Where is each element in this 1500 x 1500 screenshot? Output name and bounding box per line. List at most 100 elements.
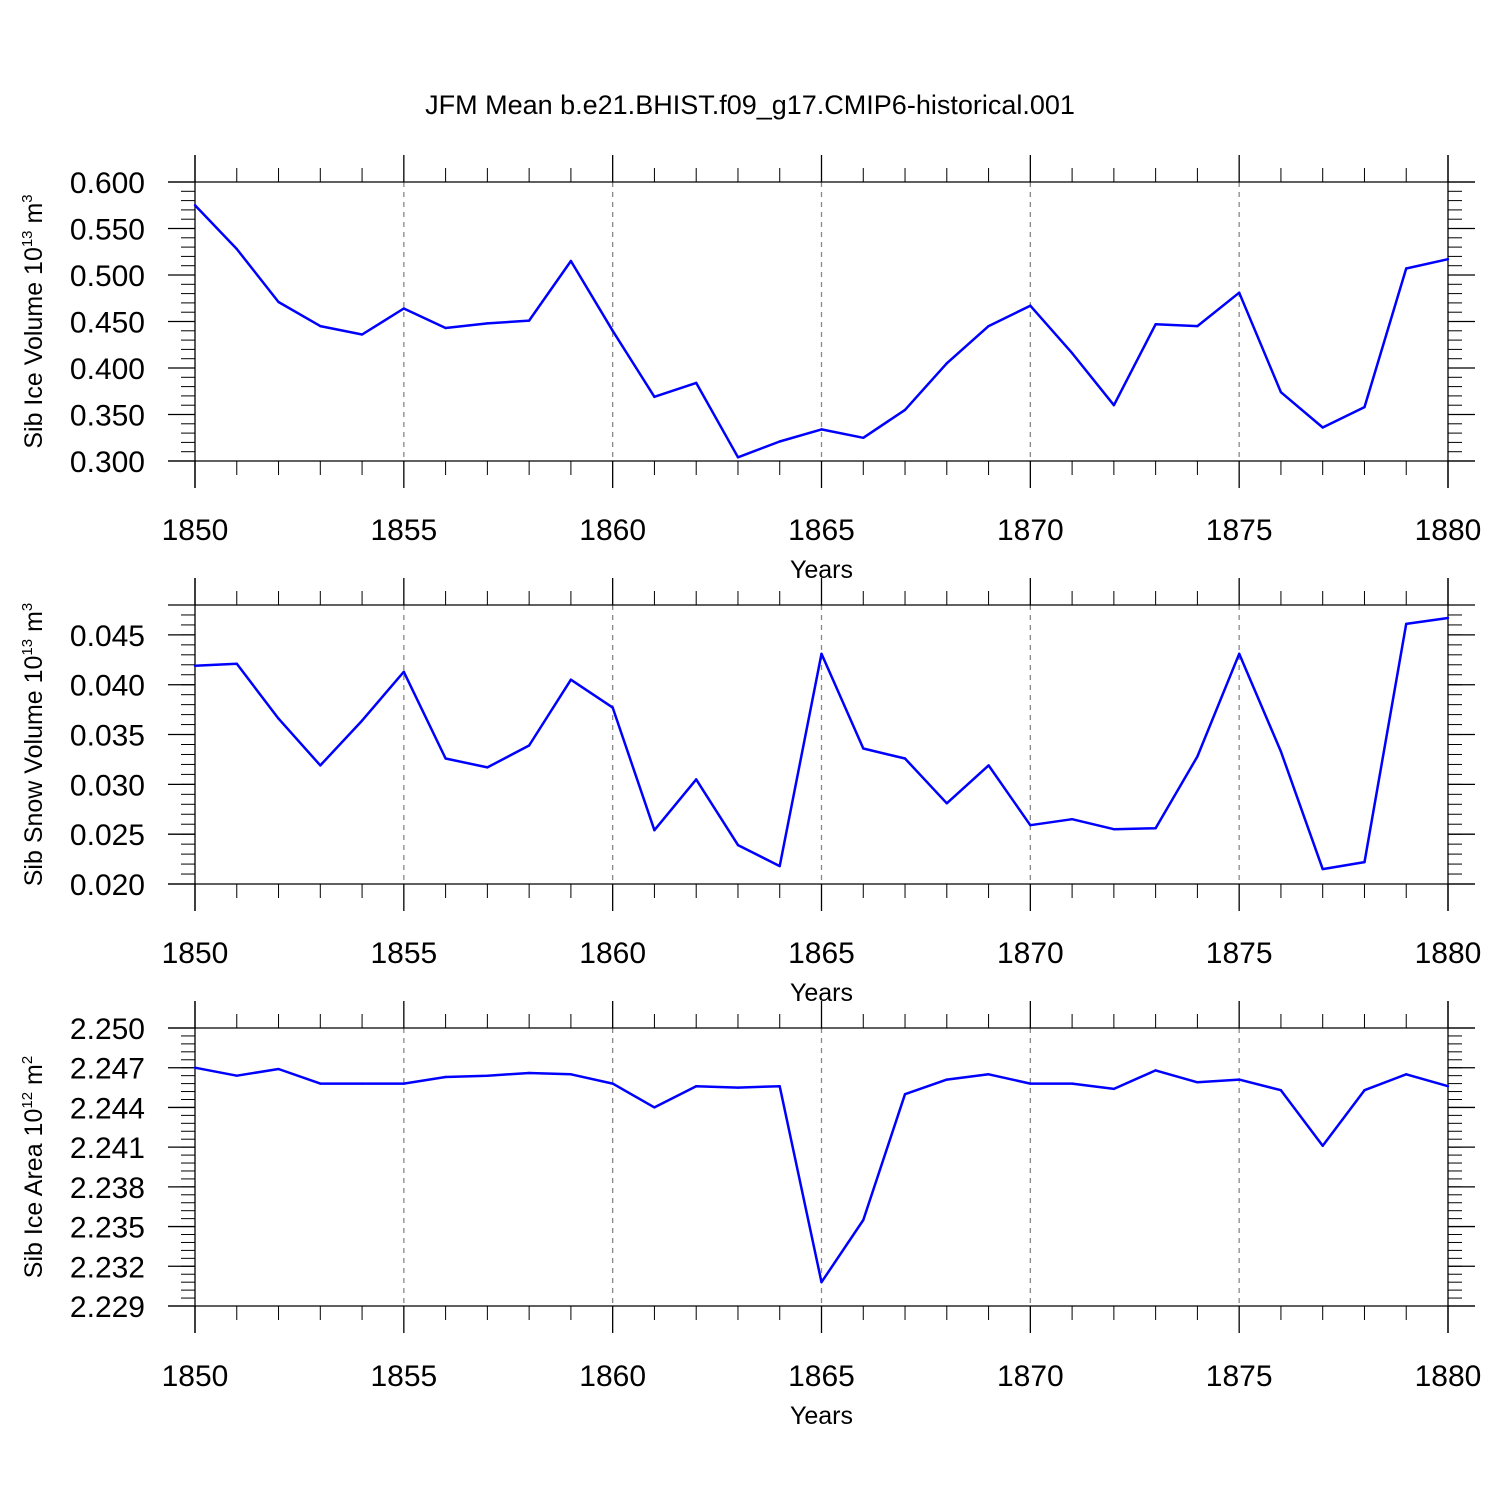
data-point xyxy=(235,1074,238,1077)
data-point xyxy=(736,843,740,847)
data-point xyxy=(945,362,948,365)
data-point xyxy=(1446,1085,1450,1088)
data-point xyxy=(611,329,614,332)
data-point xyxy=(1405,1073,1408,1076)
data-point xyxy=(1279,1089,1283,1092)
data-point xyxy=(778,440,781,443)
data-point xyxy=(527,319,531,322)
y-tick-label: 0.025 xyxy=(70,819,145,852)
data-point xyxy=(277,300,280,304)
data-point xyxy=(193,204,197,207)
data-line xyxy=(194,616,1449,871)
data-point xyxy=(987,764,990,767)
y-tick-label: 0.450 xyxy=(70,307,145,340)
data-point xyxy=(486,1074,489,1077)
data-point xyxy=(1070,818,1074,821)
y-axis-title: Sib Ice Area 1012 m2 xyxy=(19,1056,48,1278)
data-point xyxy=(1029,1082,1032,1085)
data-point xyxy=(695,381,698,385)
y-tick-label: 0.040 xyxy=(70,670,145,703)
data-point xyxy=(193,664,197,667)
y-tick-label: 2.250 xyxy=(70,1013,145,1046)
y-tick-label: 0.045 xyxy=(70,620,145,653)
y-tick-label: 0.600 xyxy=(70,167,145,200)
x-tick-label: 1860 xyxy=(579,514,646,547)
data-point xyxy=(1446,616,1450,620)
data-point xyxy=(1321,1144,1324,1148)
x-tick-label: 1855 xyxy=(370,514,437,547)
chart-panel-1: 0.300 0.350 0.400 0.450 0.500 0.550 0.600 1850 1… xyxy=(19,155,1481,584)
data-point xyxy=(903,1092,907,1096)
data-point xyxy=(277,717,280,720)
data-point xyxy=(1446,257,1450,261)
data-point xyxy=(193,1066,197,1069)
x-tick-label: 1870 xyxy=(997,937,1064,970)
data-point xyxy=(569,259,573,263)
y-tick-label: 0.550 xyxy=(70,214,145,247)
chart-title: JFM Mean b.e21.BHIST.f09_g17.CMIP6-histo… xyxy=(425,90,1075,120)
y-tick-label: 2.241 xyxy=(70,1132,145,1165)
x-tick-label: 1865 xyxy=(788,1360,855,1393)
data-point xyxy=(1279,390,1283,394)
x-tick-label: 1850 xyxy=(162,1360,229,1393)
data-point xyxy=(486,766,489,769)
data-point xyxy=(360,719,364,722)
x-tick-label: 1875 xyxy=(1206,1360,1273,1393)
data-point xyxy=(486,322,489,325)
data-point xyxy=(903,408,907,412)
chart-panel-3: 2.229 2.232 2.235 2.238 2.241 2.244 2.247 2.250… xyxy=(19,1001,1481,1430)
y-axis-title-exponent: 13 xyxy=(19,639,36,656)
x-tick-label: 1870 xyxy=(997,1360,1064,1393)
data-point xyxy=(1154,323,1157,326)
x-tick-label: 1880 xyxy=(1415,1360,1482,1393)
y-axis-title-text: Sib Ice Area 10 xyxy=(20,1109,48,1279)
data-point xyxy=(360,333,364,336)
data-point xyxy=(1405,622,1408,626)
data-point xyxy=(1363,860,1366,864)
y-axis-title-text: Sib Ice Volume 10 xyxy=(20,247,48,449)
data-point xyxy=(611,706,614,709)
x-tick-label: 1865 xyxy=(788,937,855,970)
x-tick-label: 1880 xyxy=(1415,937,1482,970)
y-axis-title-unit-exponent: 3 xyxy=(19,194,36,202)
y-axis-title-unit-exponent: 2 xyxy=(19,1056,36,1064)
data-point xyxy=(319,1082,322,1085)
y-tick-label: 0.030 xyxy=(70,769,145,802)
x-tick-label: 1875 xyxy=(1206,937,1273,970)
data-point xyxy=(987,1073,990,1076)
y-tick-label: 2.247 xyxy=(70,1053,145,1086)
x-tick-label: 1875 xyxy=(1206,514,1273,547)
chart-panel-2: 0.020 0.025 0.030 0.035 0.040 0.045 1850 1855 18… xyxy=(19,578,1481,1007)
y-tick-label: 0.020 xyxy=(70,869,145,902)
data-point xyxy=(695,778,698,781)
data-point xyxy=(1237,291,1241,294)
data-point xyxy=(527,1071,531,1075)
y-tick-label: 0.350 xyxy=(70,400,145,433)
y-axis-title-unit: m xyxy=(20,611,48,639)
y-axis-title: Sib Snow Volume 1013 m3 xyxy=(19,603,48,887)
data-point xyxy=(945,802,948,805)
data-point xyxy=(945,1078,948,1081)
data-point xyxy=(444,757,447,760)
data-point xyxy=(778,1085,781,1088)
data-point xyxy=(820,428,823,431)
data-point xyxy=(653,828,656,832)
data-point xyxy=(569,678,573,681)
data-point xyxy=(319,324,322,328)
data-point xyxy=(1112,827,1116,831)
x-tick-label: 1855 xyxy=(370,937,437,970)
data-point xyxy=(1112,1087,1116,1091)
data-point xyxy=(444,1075,447,1079)
x-axis-title: Years xyxy=(790,1402,853,1430)
data-point xyxy=(1237,652,1241,656)
data-point xyxy=(862,436,865,439)
data-point xyxy=(360,1082,364,1085)
data-point xyxy=(903,757,907,760)
data-point xyxy=(820,652,823,656)
y-axis-title-unit: m xyxy=(20,203,48,231)
data-point xyxy=(1029,824,1032,827)
data-point xyxy=(1070,1082,1074,1085)
data-point xyxy=(1196,755,1199,758)
x-tick-label: 1870 xyxy=(997,514,1064,547)
data-point xyxy=(778,864,781,868)
